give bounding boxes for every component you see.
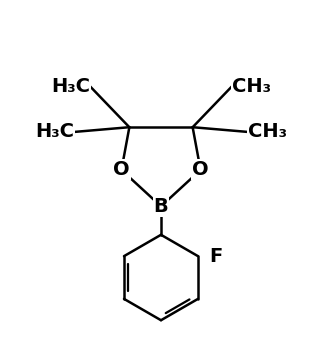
Text: CH₃: CH₃: [248, 122, 287, 142]
Text: O: O: [113, 160, 130, 180]
Text: B: B: [154, 197, 168, 216]
Text: H₃C: H₃C: [51, 77, 90, 96]
Text: CH₃: CH₃: [232, 77, 271, 96]
Text: O: O: [192, 160, 209, 180]
Text: F: F: [209, 247, 222, 266]
Text: H₃C: H₃C: [35, 122, 74, 142]
